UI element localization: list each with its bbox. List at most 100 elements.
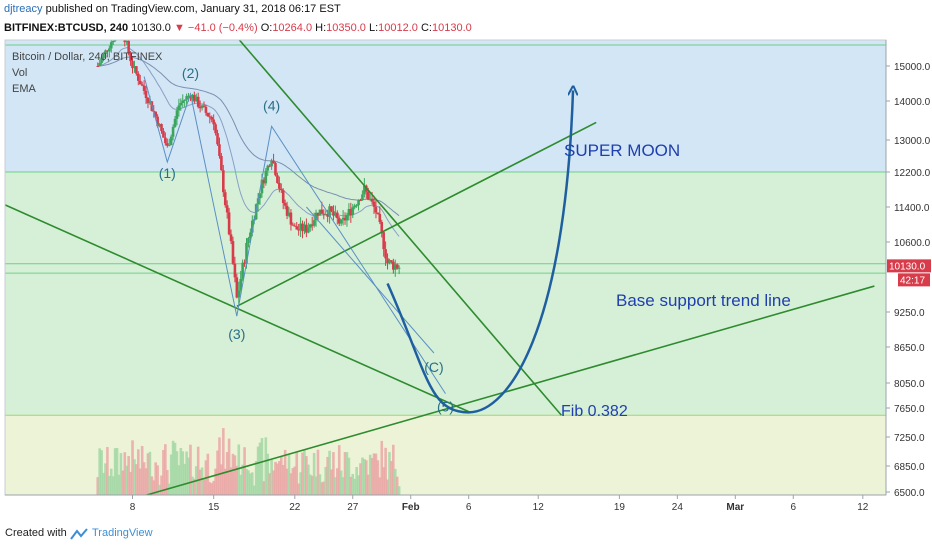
- candle-body: [268, 165, 271, 167]
- author-link[interactable]: djtreacy: [4, 3, 43, 15]
- candle-body: [144, 90, 148, 98]
- volume-bar: [152, 480, 156, 495]
- candle-body: [382, 232, 385, 250]
- volume-bar: [206, 453, 210, 495]
- volume-bar: [173, 442, 177, 495]
- volume-bar: [250, 472, 254, 495]
- volume-bar: [378, 477, 382, 495]
- volume-bar: [272, 470, 275, 495]
- volume-bar: [347, 457, 351, 495]
- volume-bar: [214, 468, 217, 495]
- wave-path: [143, 76, 446, 394]
- candle-body: [231, 241, 235, 264]
- price-tick-label: 13000.0: [894, 136, 931, 147]
- candle-body: [181, 100, 185, 103]
- candle-body: [158, 124, 161, 127]
- volume-bar: [330, 469, 333, 495]
- volume-bar: [361, 457, 364, 495]
- candle-body: [129, 52, 132, 62]
- wave-label: (4): [263, 97, 280, 113]
- ohlc-close: 10130.0: [431, 22, 472, 34]
- candle-body: [278, 182, 281, 189]
- time-axis[interactable]: [5, 495, 886, 515]
- volume-bar: [179, 448, 183, 495]
- tradingview-brand[interactable]: TradingView: [92, 527, 153, 539]
- projection-curve[interactable]: [386, 91, 573, 414]
- volume-bar: [102, 472, 105, 495]
- candle-body: [135, 66, 138, 74]
- candle-body: [341, 217, 345, 220]
- volume-bar: [123, 452, 127, 495]
- volume-bar: [181, 451, 185, 495]
- volume-bar: [305, 456, 308, 495]
- trend-line: [5, 204, 470, 413]
- candle-body: [270, 160, 273, 167]
- volume-bar: [397, 486, 401, 495]
- volume-bar: [395, 476, 399, 495]
- volume-bar: [96, 477, 100, 495]
- candle-body: [339, 219, 343, 224]
- volume-bar: [343, 452, 347, 495]
- candle-body: [285, 205, 289, 216]
- candle-body: [239, 278, 243, 291]
- candle-body: [318, 209, 322, 216]
- candle-body: [250, 220, 254, 233]
- volume-bar: [301, 452, 304, 495]
- volume-bar: [117, 474, 121, 495]
- candle-body: [127, 40, 130, 53]
- candle-body: [241, 262, 244, 279]
- candle-body: [326, 214, 329, 217]
- candle-body: [337, 218, 341, 224]
- trend-lines[interactable]: [5, 10, 875, 496]
- candle-body: [314, 212, 318, 221]
- candle-body: [370, 198, 374, 202]
- volume-bar: [160, 475, 163, 495]
- candle-body: [223, 192, 227, 206]
- candle-body: [330, 206, 333, 212]
- candle-body: [183, 99, 186, 101]
- candles: [96, 40, 401, 305]
- volume-bar: [258, 442, 262, 495]
- volume-bar: [125, 465, 129, 495]
- volume-bar: [254, 461, 258, 495]
- candle-body: [264, 170, 268, 184]
- volume-bar: [144, 468, 148, 495]
- created-with-text: Created with: [5, 527, 67, 539]
- candle-body: [308, 224, 312, 228]
- candle-body: [247, 238, 250, 243]
- volume-bar: [293, 466, 297, 495]
- candle-body: [140, 84, 144, 86]
- ohlc-high: 10350.0: [326, 22, 366, 34]
- price-tick-label: 8650.0: [894, 343, 925, 354]
- volume-bar: [281, 465, 285, 495]
- candle-body: [214, 124, 217, 134]
- time-tick-label: 24: [672, 502, 684, 513]
- ohlc-open: 10264.0: [272, 22, 313, 34]
- volume-bar: [175, 451, 179, 495]
- symbol-label: BITFINEX:BTCUSD, 240: [4, 22, 129, 34]
- last-price: 10130.0: [131, 22, 171, 34]
- volume-bar: [216, 450, 219, 495]
- volume-bar: [370, 458, 374, 495]
- volume-bar: [142, 462, 146, 495]
- candle-body: [104, 50, 107, 55]
- candle-body: [125, 40, 129, 43]
- published-text: published on TradingView.com, January 31…: [45, 3, 341, 15]
- volume-bar: [310, 475, 314, 495]
- time-tick-label: 27: [347, 502, 359, 513]
- super-moon-label: SUPER MOON: [564, 141, 680, 160]
- candle-body: [194, 96, 198, 102]
- volume-bar: [98, 448, 101, 495]
- candle-body: [353, 205, 356, 208]
- volume-bar: [355, 466, 358, 495]
- ema-line: [97, 56, 400, 217]
- time-tick-label: 22: [289, 502, 301, 513]
- volume-bar: [138, 468, 142, 495]
- candle-body: [175, 110, 179, 119]
- volume-bar: [374, 453, 378, 495]
- volume-bar: [283, 449, 287, 495]
- price-tick-label: 8050.0: [894, 379, 925, 390]
- candle-body: [225, 205, 229, 213]
- volume-bar: [223, 468, 227, 495]
